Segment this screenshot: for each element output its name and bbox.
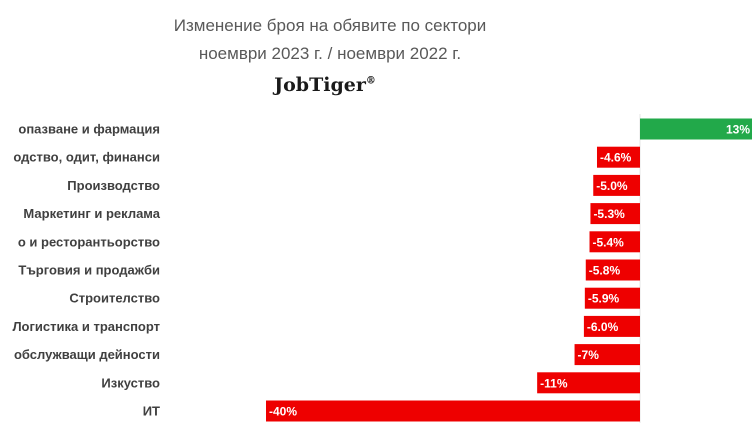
bar: [583, 315, 640, 337]
bar: [593, 174, 640, 196]
category-label: обслужващи дейности: [14, 347, 160, 362]
data-label: -7%: [578, 348, 600, 362]
category-label: о и ресторантьорство: [18, 234, 160, 249]
category-label: Логистика и транспорт: [12, 319, 160, 334]
chart-subtitle: ноември 2023 г. / ноември 2022 г.: [198, 44, 462, 63]
bar: [266, 400, 640, 422]
bar: [596, 146, 640, 168]
bar: [574, 344, 640, 366]
jobtiger-logo: JobTiger®: [0, 74, 650, 96]
bar: [585, 259, 640, 281]
data-label: -5.4%: [593, 235, 625, 249]
data-label: -5.3%: [593, 207, 625, 221]
category-label: Строителство: [69, 291, 160, 306]
category-label: одство, одит, финанси: [13, 150, 160, 165]
logo-registered-mark: ®: [365, 75, 376, 87]
category-label: Изкуство: [101, 375, 160, 390]
bar: [590, 203, 640, 225]
bar: [537, 372, 640, 394]
logo-text: JobTiger: [274, 74, 366, 96]
category-label: опазване и фармация: [18, 122, 160, 137]
bar: [640, 118, 752, 140]
data-label: 13%: [726, 123, 750, 137]
bar: [584, 287, 640, 309]
bar: [589, 231, 640, 253]
chart-title: Изменение броя на обявите по сектори: [173, 16, 487, 35]
data-label: -6.0%: [587, 320, 619, 334]
data-label: -5.0%: [596, 179, 628, 193]
category-label: Производство: [67, 178, 160, 193]
data-label: -40%: [269, 405, 297, 419]
category-label: Търговия и продажби: [18, 263, 160, 278]
data-label: -5.9%: [588, 292, 620, 306]
category-label: Маркетинг и реклама: [23, 206, 160, 221]
category-label: ИТ: [143, 404, 160, 419]
data-label: -4.6%: [600, 151, 632, 165]
data-label: -5.8%: [589, 264, 621, 278]
data-label: -11%: [540, 376, 568, 390]
